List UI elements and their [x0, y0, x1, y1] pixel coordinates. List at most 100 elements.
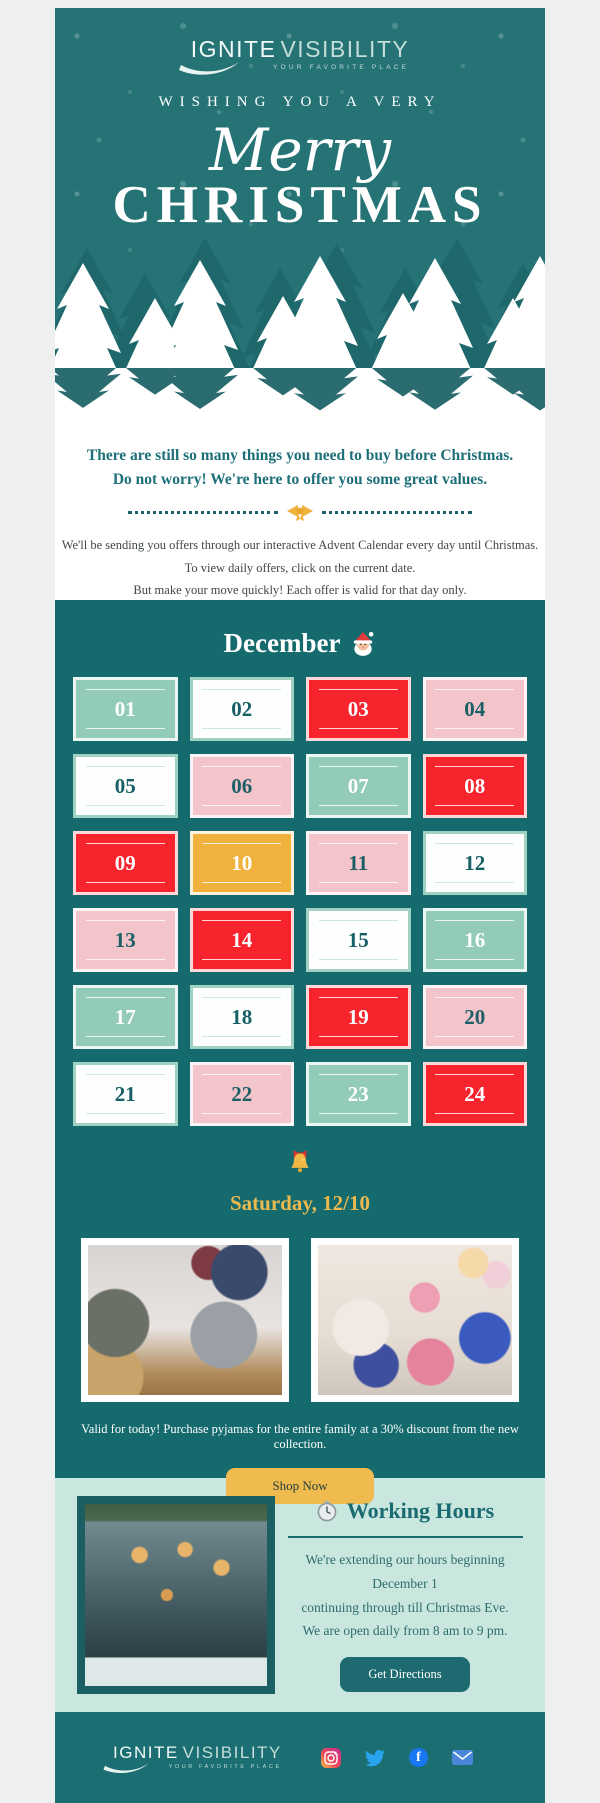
- calendar-day-03[interactable]: 03: [306, 677, 411, 741]
- offer-photos: [55, 1238, 545, 1402]
- bell-wrap: [55, 1148, 545, 1181]
- calendar-day-06[interactable]: 06: [189, 754, 294, 818]
- footer-logo-swoosh-icon: [103, 1763, 149, 1773]
- calendar-day-24[interactable]: 24: [422, 1062, 527, 1126]
- day-number: 12: [464, 850, 486, 875]
- footer-logo-tagline: YOUR FAVORITE PLACE: [168, 1764, 282, 1771]
- calendar-day-12[interactable]: 12: [422, 831, 527, 895]
- tree-reflection: [55, 368, 545, 426]
- offer-date: Saturday, 12/10: [229, 1191, 371, 1215]
- footer-logo[interactable]: IGNITE VISIBILITY YOUR FAVORITE PLACE: [103, 1743, 282, 1773]
- calendar-day-21[interactable]: 21: [73, 1062, 178, 1126]
- calendar-day-04[interactable]: 04: [422, 677, 527, 741]
- intro-para-line2: To view daily offers, click on the curre…: [184, 560, 416, 575]
- hero-script-word: Merry: [209, 116, 391, 184]
- bow-icon: [287, 505, 313, 522]
- day-number: 16: [464, 927, 486, 952]
- day-number: 01: [114, 696, 136, 721]
- day-number: 10: [231, 850, 253, 875]
- day-number: 04: [464, 696, 486, 721]
- working-hours-line2: continuing through till Christmas Eve.: [301, 1599, 509, 1615]
- day-number: 08: [464, 773, 486, 798]
- day-number: 07: [347, 773, 369, 798]
- email-icon[interactable]: [452, 1750, 473, 1765]
- calendar-day-02[interactable]: 02: [189, 677, 294, 741]
- hero-kicker: WISHING YOU A VERY: [158, 94, 442, 110]
- calendar-day-09[interactable]: 09: [73, 831, 178, 895]
- twitter-icon[interactable]: [365, 1748, 385, 1768]
- bow-divider: [55, 502, 545, 522]
- day-number: 03: [347, 696, 369, 721]
- working-hours-rule: [287, 1536, 523, 1539]
- logo-tagline: YOUR FAVORITE PLACE: [273, 64, 410, 71]
- day-number: 23: [347, 1081, 369, 1106]
- working-hours-line1: We're extending our hours beginning Dece…: [305, 1552, 505, 1591]
- facebook-icon[interactable]: f: [409, 1748, 428, 1767]
- instagram-icon[interactable]: [321, 1747, 341, 1768]
- working-hours-line3: We are open daily from 8 am to 9 pm.: [302, 1623, 508, 1639]
- intro-headline-line1: There are still so many things you need …: [86, 447, 514, 464]
- intro-section: There are still so many things you need …: [55, 426, 545, 600]
- photo-family-gifts[interactable]: [311, 1238, 519, 1402]
- calendar-day-18[interactable]: 18: [189, 985, 294, 1049]
- calendar-day-11[interactable]: 11: [306, 831, 411, 895]
- intro-headline: There are still so many things you need …: [55, 444, 545, 492]
- calendar-day-23[interactable]: 23: [306, 1062, 411, 1126]
- bell-icon: [291, 1150, 309, 1173]
- calendar-grid: 01 02 03 04 05 06 07 08 09 10 11 12 13 14 15 16 17 18 19 20…: [55, 677, 545, 1126]
- photo-couple-pyjamas[interactable]: [81, 1238, 289, 1402]
- day-number: 02: [231, 696, 253, 721]
- dotted-line-left: [128, 510, 278, 514]
- calendar-day-08[interactable]: 08: [422, 754, 527, 818]
- logo-swoosh-icon: [178, 61, 239, 75]
- working-hours-title: Working Hours: [285, 1498, 525, 1524]
- header-logo[interactable]: IGNITE VISIBILITY YOUR FAVORITE PLACE: [178, 36, 410, 75]
- day-number: 19: [347, 1004, 369, 1029]
- day-number: 05: [114, 773, 136, 798]
- day-number: 11: [348, 850, 369, 875]
- day-number: 21: [114, 1081, 136, 1106]
- working-hours-text: We're extending our hours beginning Dece…: [285, 1548, 525, 1643]
- calendar-day-07[interactable]: 07: [306, 754, 411, 818]
- calendar-day-17[interactable]: 17: [73, 985, 178, 1049]
- calendar-day-14[interactable]: 14: [189, 908, 294, 972]
- dotted-line-right: [322, 510, 472, 514]
- calendar-day-20[interactable]: 20: [422, 985, 527, 1049]
- photo-storefront: [77, 1496, 275, 1694]
- intro-paragraph: We'll be sending you offers through our …: [55, 534, 545, 602]
- day-number: 17: [114, 1004, 136, 1029]
- calendar-day-05[interactable]: 05: [73, 754, 178, 818]
- offer-caption: Valid for today! Purchase pyjamas for th…: [81, 1422, 519, 1451]
- santa-icon: [354, 631, 374, 656]
- working-hours-section: Working Hours We're extending our hours …: [55, 1478, 545, 1712]
- hero-section: IGNITE VISIBILITY YOUR FAVORITE PLACE WIS…: [55, 8, 545, 368]
- day-number: 13: [114, 927, 136, 952]
- working-hours-content: Working Hours We're extending our hours …: [275, 1498, 525, 1692]
- working-hours-label: Working Hours: [346, 1498, 495, 1524]
- get-directions-button[interactable]: Get Directions: [340, 1656, 470, 1692]
- intro-para-line1: We'll be sending you offers through our …: [61, 538, 539, 553]
- social-links: f: [321, 1747, 473, 1768]
- tree-silhouettes: [55, 238, 545, 368]
- footer-logo-text: IGNITE VISIBILITY: [113, 1743, 282, 1763]
- calendar-month-title: December: [55, 628, 545, 659]
- intro-para-line3: But make your move quickly! Each offer i…: [133, 583, 467, 598]
- intro-headline-line2: Do not worry! We're here to offer you so…: [112, 471, 488, 489]
- calendar-day-01[interactable]: 01: [73, 677, 178, 741]
- calendar-day-10[interactable]: 10: [189, 831, 294, 895]
- email-body: IGNITE VISIBILITY YOUR FAVORITE PLACE WIS…: [55, 8, 545, 1803]
- clock-icon: [317, 1500, 337, 1522]
- hero-title: CHRISTMAS: [112, 175, 488, 234]
- day-number: 24: [464, 1081, 486, 1106]
- calendar-day-15[interactable]: 15: [306, 908, 411, 972]
- calendar-day-16[interactable]: 16: [422, 908, 527, 972]
- day-number: 20: [464, 1004, 486, 1029]
- calendar-day-19[interactable]: 19: [306, 985, 411, 1049]
- day-number: 09: [114, 850, 136, 875]
- calendar-day-13[interactable]: 13: [73, 908, 178, 972]
- logo-text: IGNITE VISIBILITY: [190, 36, 410, 62]
- calendar-day-22[interactable]: 22: [189, 1062, 294, 1126]
- day-number: 14: [231, 927, 253, 952]
- footer: IGNITE VISIBILITY YOUR FAVORITE PLACE f: [55, 1712, 545, 1803]
- advent-calendar-section: December 01 02 03 04 05 06 07 08 09 10 11 12 13 14 15 1…: [55, 600, 545, 1504]
